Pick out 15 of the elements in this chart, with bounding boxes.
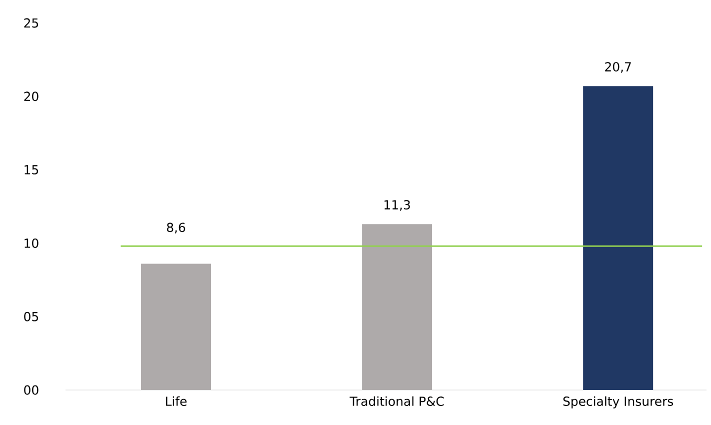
bar xyxy=(141,264,212,390)
data-label: 11,3 xyxy=(384,200,410,211)
y-tick-label: 00 xyxy=(24,385,38,395)
bar xyxy=(362,224,432,390)
y-tick-label: 05 xyxy=(24,312,38,322)
bar xyxy=(583,86,654,390)
x-tick-label: Specialty Insurers xyxy=(563,396,674,408)
y-tick-label: 20 xyxy=(24,92,38,102)
data-label: 8,6 xyxy=(166,222,186,234)
data-label: 20,7 xyxy=(605,62,631,73)
x-tick-label: Traditional P&C xyxy=(350,396,444,406)
y-tick-label: 25 xyxy=(24,18,38,28)
x-tick-label: Life xyxy=(166,396,187,406)
y-tick-label: 15 xyxy=(24,165,38,174)
y-tick-label: 10 xyxy=(24,238,38,248)
